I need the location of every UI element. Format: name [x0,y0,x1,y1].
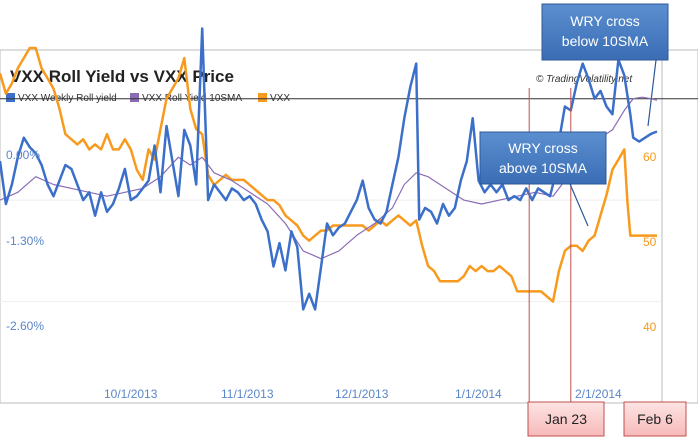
x-axis-ticks: 10/1/2013 11/1/2013 12/1/2013 1/1/2014 2… [104,387,622,401]
date-label-jan23: Jan 23 [527,401,605,437]
callout-cross-above-box [479,131,607,185]
callout-cross-below: WRY cross below 10SMA [541,3,669,127]
date-text-jan23: Jan 23 [545,411,587,427]
x-tick-dec: 12/1/2013 [335,387,389,401]
y-left-tick-1: -1.30% [6,234,44,248]
series-line-weekly-roll-yield [0,27,658,311]
right-axis-panel [661,49,698,404]
callout-cross-below-box [541,3,669,61]
y-left-tick-0: 0.00% [6,148,40,162]
date-label-feb6: Feb 6 [623,401,687,437]
y-right-tick-2: 40 [643,320,657,334]
date-box-feb6 [623,401,687,437]
x-tick-jan: 1/1/2014 [455,387,502,401]
y-right-tick-0: 60 [643,150,657,164]
legend-swatch-roll-yield [6,93,15,102]
callout-cross-above-pointer [569,183,589,227]
callout-cross-above-line2: above 10SMA [499,160,588,176]
x-tick-nov: 11/1/2013 [221,387,274,401]
x-tick-oct: 10/1/2013 [104,387,158,401]
legend-swatch-10sma [130,93,139,102]
callout-cross-below-pointer [647,59,657,127]
x-tick-feb: 2/1/2014 [575,387,622,401]
date-text-feb6: Feb 6 [637,411,673,427]
callout-cross-below-line2: below 10SMA [562,33,649,49]
chart-credit: © TradingVolatility.net [536,74,633,85]
date-box-jan23 [527,401,605,437]
legend-swatch-vxx [258,93,267,102]
callout-cross-below-line1: WRY cross [570,13,640,29]
y-right-tick-1: 50 [643,235,657,249]
callout-cross-above: WRY cross above 10SMA [479,131,607,227]
callout-cross-above-line1: WRY cross [508,140,578,156]
y-left-tick-2: -2.60% [6,319,44,333]
